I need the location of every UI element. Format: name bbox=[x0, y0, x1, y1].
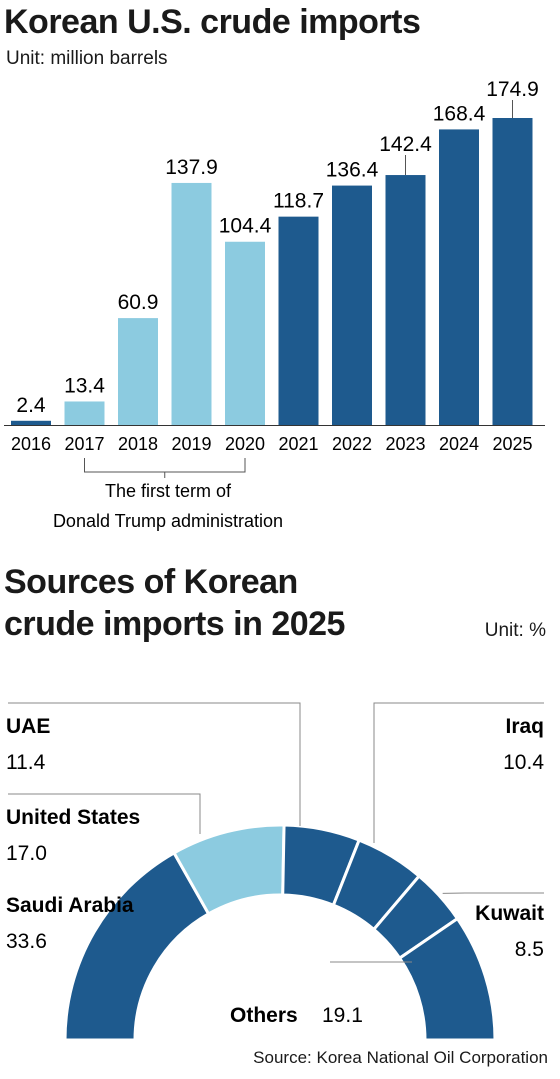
value-label-2016: 2.4 bbox=[16, 394, 46, 417]
value-label-2021: 118.7 bbox=[273, 190, 324, 213]
tick-label-2024: 2024 bbox=[439, 434, 479, 454]
leader-line-united-states bbox=[8, 793, 201, 834]
slice-uae bbox=[281, 823, 362, 908]
tick-label-2019: 2019 bbox=[171, 434, 211, 454]
tick-label-2020: 2020 bbox=[225, 434, 265, 454]
slice-saudi-arabia bbox=[63, 850, 211, 1042]
value-label-2022: 136.4 bbox=[326, 159, 379, 182]
slice-iraq bbox=[331, 838, 422, 932]
slice-others bbox=[397, 916, 497, 1042]
value-label-2019: 137.9 bbox=[165, 156, 218, 179]
slice-united-states bbox=[172, 823, 286, 916]
trump-term-note-line2: Donald Trump administration bbox=[53, 511, 283, 531]
pie-chart-title-line2: crude imports in 2025 bbox=[4, 605, 345, 643]
value-label-2025: 174.9 bbox=[486, 78, 539, 101]
slice-value-uae: 11.4 bbox=[6, 751, 46, 774]
slice-value-others: 19.1 bbox=[322, 1004, 363, 1027]
slice-value-united-states: 17.0 bbox=[6, 842, 47, 865]
tick-label-2023: 2023 bbox=[385, 434, 425, 454]
bar-chart-unit: Unit: million barrels bbox=[6, 48, 168, 69]
tick-label-2022: 2022 bbox=[332, 434, 372, 454]
bar-2020 bbox=[225, 241, 265, 425]
tick-label-2017: 2017 bbox=[64, 434, 104, 454]
bar-2023 bbox=[385, 175, 426, 425]
pie-chart-unit: Unit: % bbox=[484, 620, 546, 641]
slice-label-united-states: United States bbox=[6, 806, 140, 829]
bar-2017 bbox=[64, 401, 105, 425]
value-label-2023: 142.4 bbox=[379, 133, 432, 156]
slice-label-kuwait: Kuwait bbox=[475, 902, 544, 925]
value-label-2020: 104.4 bbox=[219, 215, 272, 238]
source-note: Source: Korea National Oil Corporation bbox=[253, 1048, 548, 1067]
slice-label-saudi-arabia: Saudi Arabia bbox=[6, 894, 134, 917]
value-label-2018: 60.9 bbox=[118, 291, 159, 314]
value-label-2017: 13.4 bbox=[64, 374, 105, 397]
slice-label-iraq: Iraq bbox=[505, 715, 544, 738]
slice-value-iraq: 10.4 bbox=[503, 751, 544, 774]
slice-label-others: Others bbox=[230, 1004, 298, 1027]
trump-term-note-line1: The first term of bbox=[105, 481, 232, 501]
tick-label-2025: 2025 bbox=[492, 434, 532, 454]
bar-chart-title: Korean U.S. crude imports bbox=[4, 3, 421, 41]
tick-label-2021: 2021 bbox=[278, 434, 318, 454]
trump-term-bracket bbox=[84, 458, 246, 473]
bar-2021 bbox=[278, 216, 319, 425]
slice-value-saudi-arabia: 33.6 bbox=[6, 930, 47, 953]
bar-2019 bbox=[171, 182, 212, 425]
leader-line-iraq bbox=[373, 702, 544, 843]
pie-chart-title-line1: Sources of Korean bbox=[4, 563, 298, 601]
slice-label-uae: UAE bbox=[6, 715, 50, 738]
slice-kuwait bbox=[371, 873, 460, 961]
bar-2024 bbox=[439, 129, 479, 426]
bar-2025 bbox=[492, 118, 533, 425]
tick-label-2018: 2018 bbox=[118, 434, 158, 454]
value-label-2024: 168.4 bbox=[433, 102, 486, 125]
leader-line-uae bbox=[8, 702, 301, 826]
bar-2018 bbox=[118, 318, 158, 425]
bar-2022 bbox=[332, 185, 372, 425]
tick-label-2016: 2016 bbox=[11, 434, 51, 454]
bar-2016 bbox=[11, 420, 51, 425]
bar-chart: 2.4 2016 13.4 2017 60.9 2018 137.9 2019 104.4 202… bbox=[4, 78, 545, 531]
slice-value-kuwait: 8.5 bbox=[515, 938, 544, 961]
